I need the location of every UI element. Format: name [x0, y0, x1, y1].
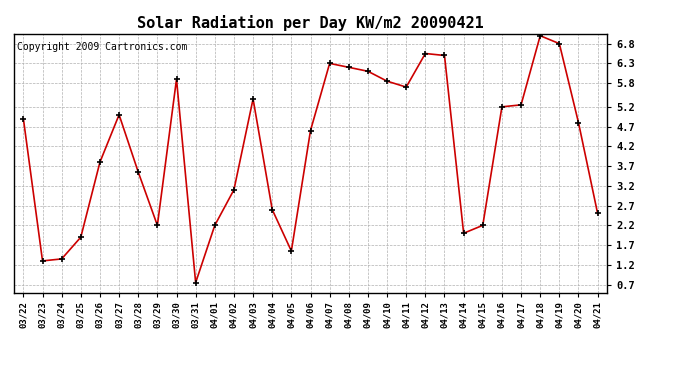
Title: Solar Radiation per Day KW/m2 20090421: Solar Radiation per Day KW/m2 20090421: [137, 15, 484, 31]
Text: Copyright 2009 Cartronics.com: Copyright 2009 Cartronics.com: [17, 42, 187, 51]
